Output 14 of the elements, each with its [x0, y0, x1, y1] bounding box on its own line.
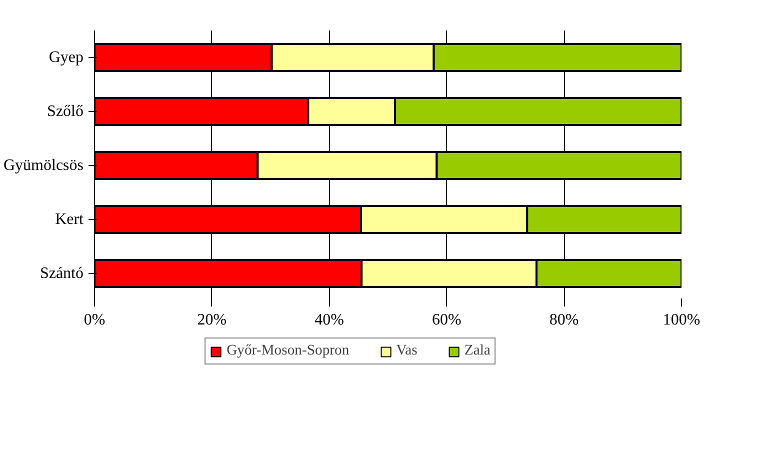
y-tick-label: Gyümölcsös — [4, 157, 84, 174]
x-tick-label: 60% — [432, 312, 462, 328]
y-tick-label: Szőlő — [47, 103, 84, 120]
y-tick-label: Gyep — [48, 49, 84, 66]
legend-label: Vas — [396, 342, 418, 360]
x-tick-label: 100% — [662, 312, 700, 328]
x-tick-label: 40% — [314, 312, 344, 328]
y-tick-label: Szántó — [40, 265, 84, 282]
x-tick-label: 20% — [197, 312, 227, 328]
x-tick-label: 80% — [549, 312, 579, 328]
y-tick-label: Kert — [55, 211, 84, 228]
legend-label: Zala — [464, 342, 490, 360]
legend-label: Győr-Moson-Sopron — [226, 342, 350, 360]
x-tick-label: 0% — [84, 312, 106, 328]
